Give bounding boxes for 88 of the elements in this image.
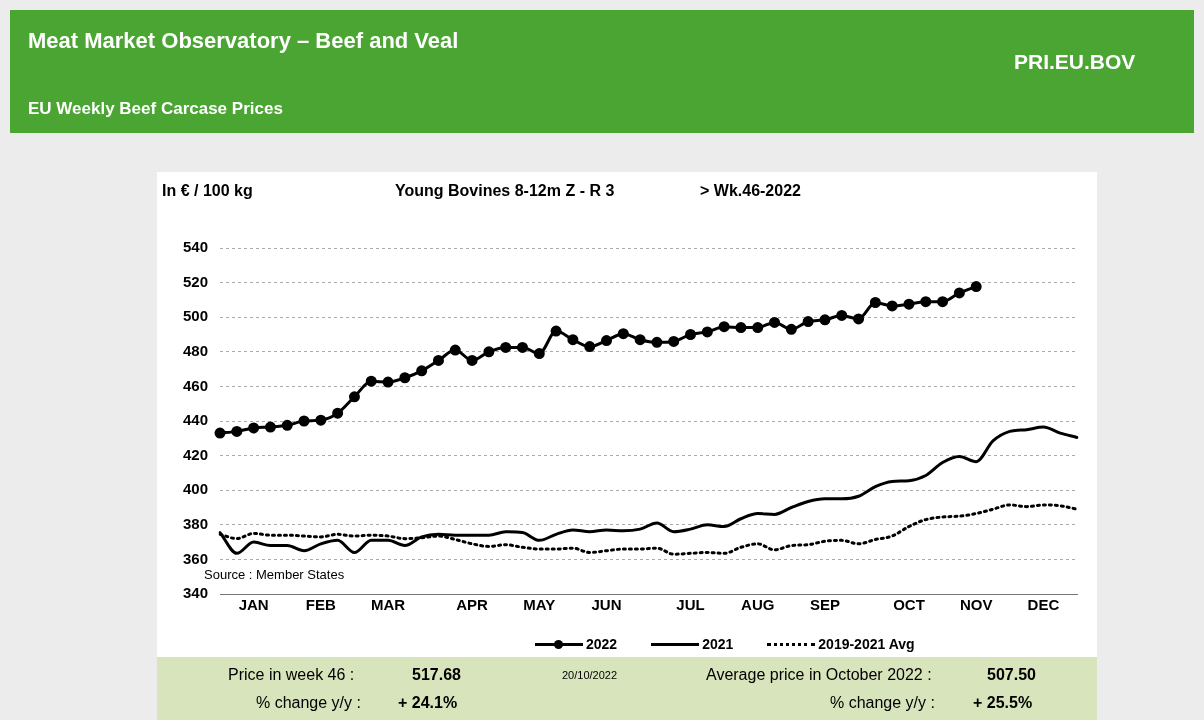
y-tick-label: 340 [183,584,209,602]
text: Young Bovines 8-12m Z - R 3 [395,182,615,200]
chart-subtitle: EU Weekly Beef Carcase Prices [28,99,283,119]
text: 517.68 [412,666,461,684]
annotation: Source : Member States [204,567,345,582]
x-tick-label: SEP [809,596,840,614]
y-tick-label: 380 [183,514,209,532]
point [332,407,344,419]
point [483,346,495,358]
point [500,341,512,353]
point [785,323,797,335]
point [953,287,965,299]
y-tick-label: 480 [183,341,209,359]
point [315,414,327,426]
legend-label: 2019-2021 Avg [818,636,915,652]
x-tick-label: MAY [523,596,556,614]
point [584,341,596,353]
x-tick-label: FEB [305,596,337,614]
point [886,300,898,312]
point [668,335,680,347]
point [769,316,781,328]
point [752,322,764,334]
text: % change y/y : [256,694,361,712]
point [449,344,461,356]
text: 507.50 [987,666,1036,684]
point [533,348,545,360]
point [617,328,629,340]
point [718,321,730,333]
point [634,334,646,346]
point [869,297,881,308]
point [651,336,663,348]
point [231,425,243,437]
point [601,335,613,347]
point [365,375,377,387]
point [432,354,444,366]
x-tick-label: JAN [238,596,269,614]
point [550,325,562,337]
text: PRI.EU.BOV [1014,50,1136,74]
text: + 25.5% [973,694,1033,712]
point [264,421,276,433]
point [836,309,848,321]
x-tick-label: DEC [1027,596,1060,614]
y-tick-label: 400 [183,480,209,498]
x-tick-label: OCT [893,596,925,614]
x-tick-label: AUG [741,596,775,614]
point [416,365,428,377]
y-axis-title: In € / 100 kg [162,182,253,200]
y-tick-label: 360 [183,549,209,567]
x-tick-label: NOV [959,596,993,614]
y-tick-label: 440 [183,411,209,429]
text: Average price in October 2022 : [706,666,932,684]
point [819,314,831,326]
point [937,296,949,308]
point [382,376,394,388]
text: % change y/y : [830,694,935,712]
point [735,322,747,334]
y-tick-label: 520 [183,272,209,290]
point [853,313,865,325]
point [567,334,579,346]
point [701,326,713,338]
point [281,419,293,431]
chart-title: Meat Market Observatory – Beef and Veal [28,28,459,54]
y-tick-label: 420 [183,445,209,463]
point [248,422,260,434]
x-tick-label: APR [456,596,489,614]
point [970,281,982,293]
y-tick-label: 540 [183,238,209,256]
point [348,391,360,403]
point [802,316,814,328]
point [685,329,697,340]
legend-label: 2021 [702,636,734,652]
text: + 24.1% [398,694,458,712]
point [516,341,528,353]
y-tick-label: 460 [183,376,209,394]
x-tick-label: JUN [591,596,622,614]
point [298,415,310,427]
y-tick-label: 500 [183,307,209,325]
point [399,372,411,384]
point [214,427,226,439]
point [920,296,932,308]
x-tick-label: MAR [370,596,406,614]
text: 20/10/2022 [562,669,618,681]
text: > Wk.46-2022 [700,182,801,200]
text: Price in week 46 : [228,666,355,684]
x-tick-label: JUL [676,596,705,614]
point [466,354,478,366]
legend-label: 2022 [586,636,618,652]
point [903,298,915,310]
